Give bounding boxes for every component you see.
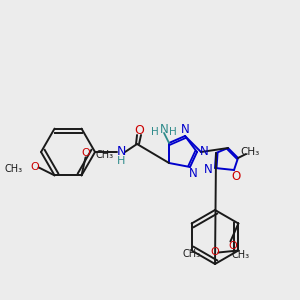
Text: N: N bbox=[160, 122, 168, 136]
Text: H: H bbox=[169, 127, 177, 137]
Text: O: O bbox=[30, 162, 39, 172]
Text: H: H bbox=[117, 156, 125, 166]
Text: N: N bbox=[200, 146, 208, 158]
Text: CH₃: CH₃ bbox=[240, 147, 260, 157]
Text: O: O bbox=[81, 148, 90, 158]
Text: CH₃: CH₃ bbox=[95, 150, 114, 161]
Text: N: N bbox=[116, 146, 126, 158]
Text: CH₃: CH₃ bbox=[4, 164, 22, 174]
Text: O: O bbox=[134, 124, 144, 136]
Text: N: N bbox=[204, 164, 212, 176]
Text: CH₃: CH₃ bbox=[231, 250, 250, 260]
Text: O: O bbox=[231, 170, 241, 184]
Text: H: H bbox=[151, 127, 159, 137]
Text: O: O bbox=[210, 248, 219, 257]
Text: N: N bbox=[181, 122, 189, 136]
Text: CH₃: CH₃ bbox=[182, 250, 200, 260]
Text: N: N bbox=[189, 167, 197, 181]
Text: O: O bbox=[228, 242, 237, 251]
